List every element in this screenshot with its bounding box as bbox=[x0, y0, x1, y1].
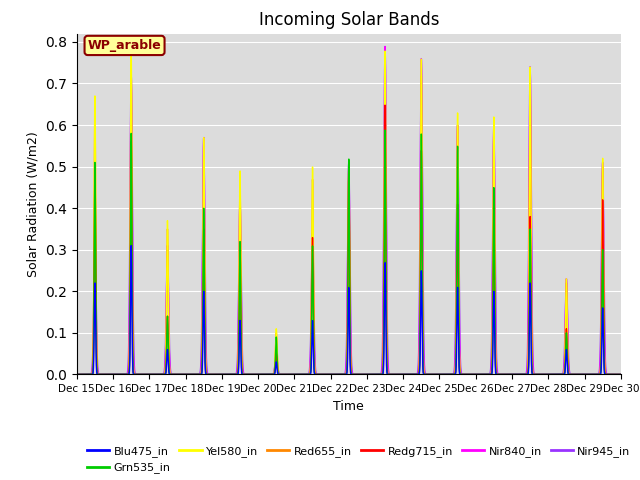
Red655_in bbox=[420, 368, 428, 373]
Nir945_in bbox=[527, 70, 534, 75]
Y-axis label: Solar Radiation (W/m2): Solar Radiation (W/m2) bbox=[26, 131, 40, 277]
Red655_in bbox=[193, 372, 201, 377]
Grn535_in bbox=[73, 372, 81, 377]
Line: Nir945_in: Nir945_in bbox=[77, 47, 640, 374]
Line: Yel580_in: Yel580_in bbox=[77, 51, 640, 374]
Blu475_in bbox=[555, 372, 563, 377]
Red655_in bbox=[635, 68, 640, 74]
Grn535_in bbox=[389, 372, 397, 377]
Blu475_in bbox=[527, 285, 534, 291]
Redg715_in bbox=[555, 372, 563, 377]
Nir945_in bbox=[570, 372, 578, 377]
Redg715_in bbox=[570, 372, 578, 377]
Text: WP_arable: WP_arable bbox=[88, 39, 161, 52]
Nir840_in bbox=[420, 355, 428, 361]
Blu475_in bbox=[73, 372, 81, 377]
Grn535_in bbox=[193, 372, 201, 377]
Line: Red655_in: Red655_in bbox=[77, 71, 640, 374]
Yel580_in bbox=[527, 76, 534, 82]
X-axis label: Time: Time bbox=[333, 400, 364, 413]
Grn535_in bbox=[381, 127, 389, 133]
Grn535_in bbox=[527, 234, 534, 240]
Yel580_in bbox=[570, 372, 578, 377]
Nir945_in bbox=[381, 44, 389, 49]
Blu475_in bbox=[389, 372, 397, 377]
Redg715_in bbox=[381, 102, 389, 108]
Line: Blu475_in: Blu475_in bbox=[77, 246, 640, 374]
Red655_in bbox=[526, 79, 534, 84]
Grn535_in bbox=[555, 372, 563, 377]
Nir945_in bbox=[73, 372, 81, 377]
Blu475_in bbox=[420, 372, 428, 377]
Line: Redg715_in: Redg715_in bbox=[77, 105, 640, 374]
Nir840_in bbox=[555, 372, 563, 377]
Nir840_in bbox=[389, 372, 397, 377]
Nir840_in bbox=[527, 72, 534, 77]
Yel580_in bbox=[193, 372, 201, 377]
Yel580_in bbox=[73, 372, 81, 377]
Red655_in bbox=[388, 372, 396, 377]
Nir945_in bbox=[420, 337, 428, 343]
Red655_in bbox=[570, 372, 577, 377]
Redg715_in bbox=[420, 371, 428, 377]
Nir840_in bbox=[193, 372, 201, 377]
Yel580_in bbox=[389, 372, 397, 377]
Blu475_in bbox=[127, 243, 135, 249]
Yel580_in bbox=[555, 372, 563, 377]
Grn535_in bbox=[570, 372, 578, 377]
Redg715_in bbox=[389, 372, 397, 377]
Nir840_in bbox=[570, 372, 578, 377]
Yel580_in bbox=[420, 369, 428, 374]
Legend: Blu475_in, Grn535_in, Yel580_in, Red655_in, Redg715_in, Nir840_in, Nir945_in: Blu475_in, Grn535_in, Yel580_in, Red655_… bbox=[83, 442, 635, 478]
Yel580_in bbox=[381, 48, 389, 54]
Blu475_in bbox=[193, 372, 201, 377]
Nir840_in bbox=[73, 372, 81, 377]
Line: Grn535_in: Grn535_in bbox=[77, 130, 640, 374]
Redg715_in bbox=[73, 372, 81, 377]
Nir840_in bbox=[381, 44, 389, 49]
Red655_in bbox=[73, 372, 81, 377]
Nir945_in bbox=[555, 372, 563, 377]
Title: Incoming Solar Bands: Incoming Solar Bands bbox=[259, 11, 439, 29]
Nir945_in bbox=[389, 372, 397, 377]
Redg715_in bbox=[193, 372, 201, 377]
Line: Nir840_in: Nir840_in bbox=[77, 47, 640, 374]
Nir945_in bbox=[193, 372, 201, 377]
Grn535_in bbox=[420, 371, 428, 377]
Redg715_in bbox=[527, 221, 534, 227]
Blu475_in bbox=[570, 372, 578, 377]
Red655_in bbox=[555, 372, 563, 377]
